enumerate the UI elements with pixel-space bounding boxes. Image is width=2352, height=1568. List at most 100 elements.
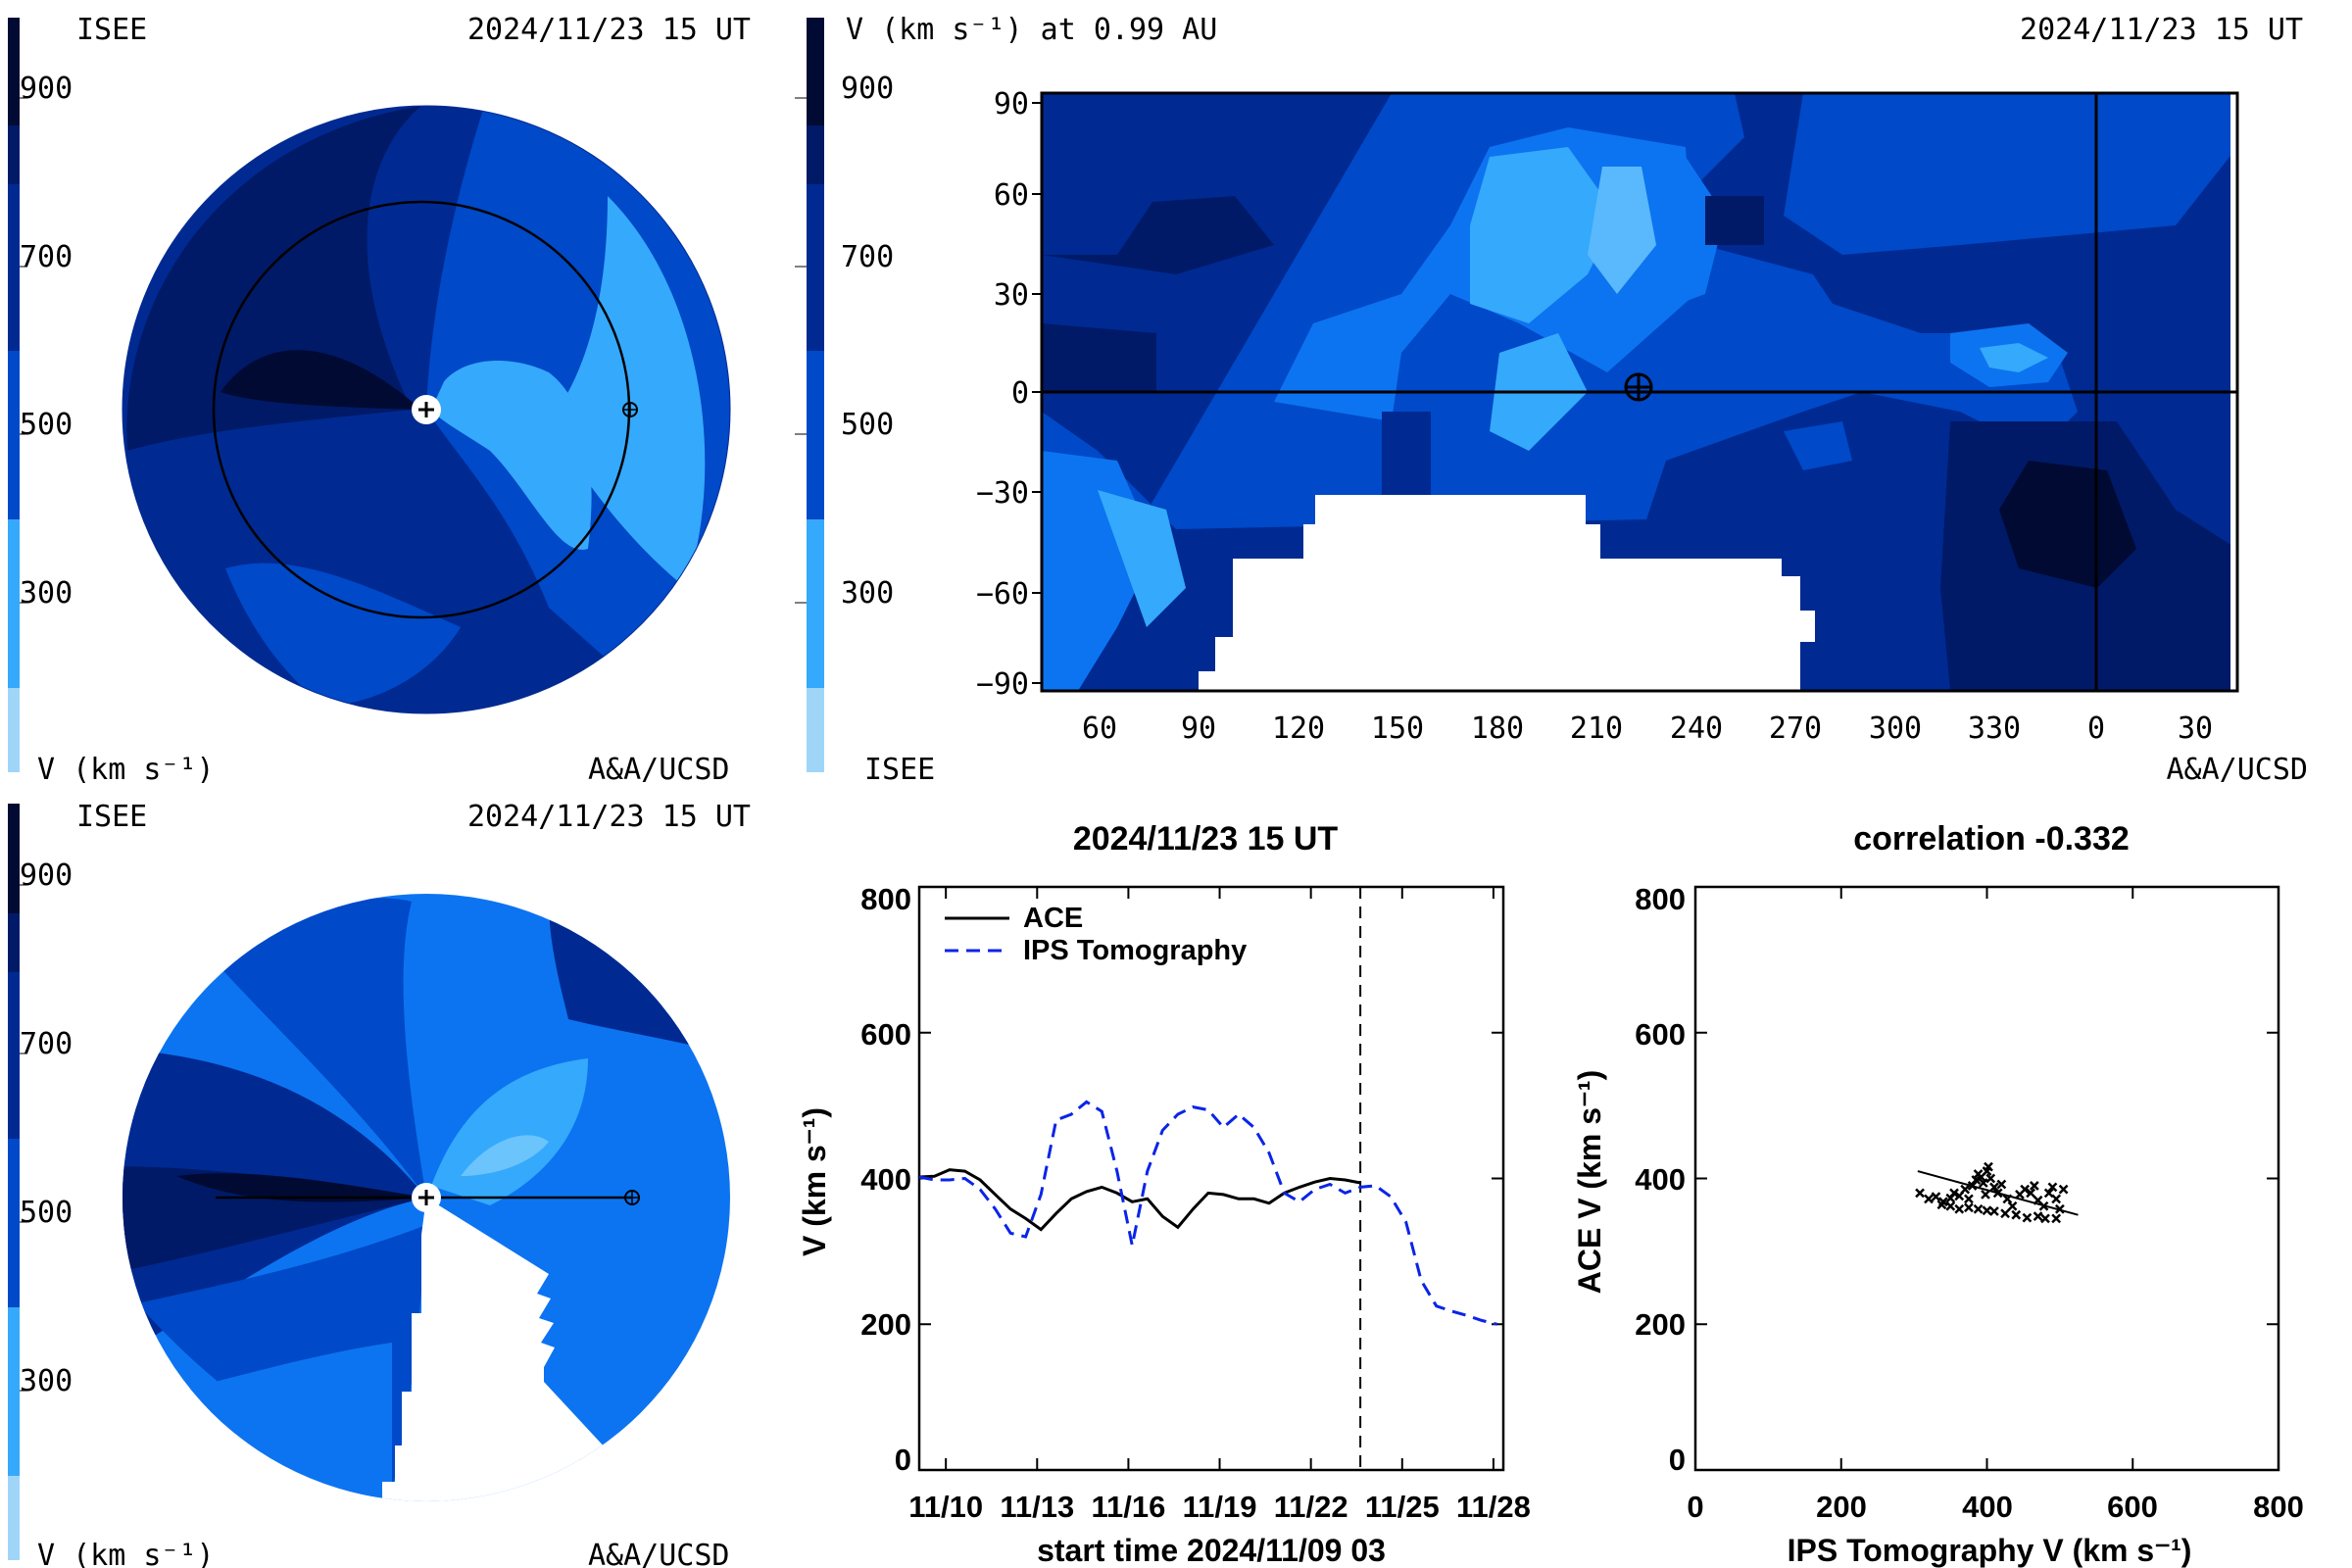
scatter-point <box>1984 1161 1993 1172</box>
scatter-x-tick: 0 <box>1687 1490 1703 1524</box>
legend-label-ips: IPS Tomography <box>1023 935 1247 966</box>
scatter-frame <box>1693 885 2280 1472</box>
map-scale-label-700: 700 <box>841 240 894 274</box>
earth-symbol-top <box>622 402 638 417</box>
scatter-point <box>1915 1188 1925 1199</box>
polar-bottom-unit-label: V (km s⁻¹) <box>37 1539 215 1568</box>
colorbar-bottom-left <box>8 804 27 1560</box>
scatter-point <box>1949 1188 1959 1199</box>
scatter-y-tick: 200 <box>1635 1307 1686 1342</box>
map-x-tick: 90 <box>1181 711 1216 746</box>
timeseries-y-label: V (km s⁻¹) <box>797 1107 832 1256</box>
map-x-axis: 60 90 120 150 180 210 240 270 300 330 0 … <box>1082 711 2213 746</box>
scatter-point <box>1981 1189 1990 1200</box>
scatter-chart: correlation -0.332 800 600 400 200 0 0 2… <box>1572 820 2304 1568</box>
scatter-point <box>1978 1178 1988 1188</box>
scatter-point <box>2033 1211 2043 1222</box>
map-y-tick: 0 <box>1011 376 1029 411</box>
timeseries-series <box>918 1100 1498 1326</box>
scatter-point <box>2040 1213 2050 1224</box>
map-title: V (km s⁻¹) at 0.99 AU <box>846 13 1217 47</box>
scatter-point <box>1931 1192 1941 1201</box>
scatter-point <box>1989 1206 1999 1216</box>
scatter-point <box>2020 1184 2031 1195</box>
scale-label-300: 300 <box>20 576 73 611</box>
map-x-tick: 300 <box>1869 711 1922 746</box>
timeseries-x-tick: 11/16 <box>1091 1490 1165 1524</box>
scatter-point <box>2011 1209 2022 1220</box>
map-y-tick: 90 <box>994 87 1029 122</box>
polar-top-panel: ISEE 2024/11/23 15 UT 900 700 500 300 V … <box>8 13 751 787</box>
timeseries-y-tick: 600 <box>860 1017 911 1052</box>
scatter-point <box>1924 1194 1934 1204</box>
timeseries-legend: ACE IPS Tomography <box>945 903 1247 966</box>
series-line-ace <box>918 1168 1361 1232</box>
map-x-tick: 210 <box>1570 711 1623 746</box>
scatter-point <box>2029 1181 2039 1191</box>
scatter-x-label: IPS Tomography V (km s⁻¹) <box>1788 1533 2192 1568</box>
scatter-y-label: ACE V (km s⁻¹) <box>1572 1070 1607 1294</box>
scatter-title: correlation -0.332 <box>1853 820 2130 858</box>
timeseries-y-tick: 200 <box>860 1307 911 1342</box>
scale-label-300: 300 <box>20 1364 73 1398</box>
polar-bottom-credit: A&A/UCSD <box>588 1539 730 1568</box>
scatter-point <box>2038 1200 2049 1211</box>
scatter-point <box>2043 1188 2054 1199</box>
scatter-y-ticks: 800 600 400 200 0 <box>1635 882 1686 1477</box>
scatter-x-tick: 600 <box>2107 1490 2158 1524</box>
scatter-point <box>1985 1173 1996 1184</box>
scatter-x-ticks: 0 200 400 600 800 <box>1687 1490 2303 1524</box>
map-y-tick: −30 <box>976 476 1029 511</box>
colorbar-map <box>795 18 824 772</box>
scatter-point <box>1967 1181 1978 1191</box>
scatter-x-tick: 200 <box>1816 1490 1867 1524</box>
scatter-point <box>1945 1200 1956 1211</box>
series-line-ips-tomography <box>918 1100 1498 1326</box>
timeseries-y-tick: 0 <box>895 1443 911 1477</box>
timeseries-x-label: start time 2024/11/09 03 <box>1037 1533 1386 1568</box>
scatter-point <box>2002 1194 2013 1204</box>
scatter-point <box>2022 1212 2033 1223</box>
scale-label-900: 900 <box>20 858 73 893</box>
scale-label-700: 700 <box>20 240 73 274</box>
polar-bottom-panel: ISEE 2024/11/23 15 UT 900 700 500 300 V … <box>8 800 751 1568</box>
map-x-tick: 150 <box>1371 711 1424 746</box>
timeseries-x-tick: 11/19 <box>1183 1490 1257 1524</box>
timeseries-x-tick: 11/25 <box>1365 1490 1440 1524</box>
scatter-point <box>1964 1194 1974 1204</box>
map-x-tick: 120 <box>1272 711 1325 746</box>
scale-label-500: 500 <box>20 1196 73 1230</box>
map-x-tick: 30 <box>2178 711 2213 746</box>
scatter-point <box>2000 1208 2010 1219</box>
scatter-point <box>1964 1202 1974 1213</box>
scatter-point <box>1989 1182 1999 1193</box>
timeseries-frame <box>917 885 1505 1472</box>
timeseries-y-tick: 800 <box>860 882 911 916</box>
scatter-point <box>2058 1184 2069 1195</box>
scatter-point <box>1992 1188 2003 1199</box>
timeseries-x-tick: 11/28 <box>1456 1490 1531 1524</box>
timeseries-x-tick: 11/13 <box>1000 1490 1074 1524</box>
timeseries-y-tick: 400 <box>860 1162 911 1197</box>
earth-symbol-bottom <box>624 1190 640 1205</box>
legend-label-ace: ACE <box>1023 903 1083 934</box>
scatter-point <box>1971 1175 1982 1185</box>
scatter-point <box>2047 1182 2058 1193</box>
scatter-point <box>1936 1200 1947 1210</box>
map-scale-label-900: 900 <box>841 72 894 106</box>
colorbar-top-left <box>8 18 27 772</box>
scatter-point <box>2054 1203 2065 1214</box>
scatter-point <box>2051 1213 2062 1224</box>
scatter-x-tick: 400 <box>1962 1490 2013 1524</box>
scatter-point <box>2007 1200 2018 1211</box>
scatter-point <box>1954 1203 1965 1214</box>
polar-top-left-label: ISEE <box>76 13 147 47</box>
map-y-tick: −90 <box>976 667 1029 702</box>
scatter-y-tick: 600 <box>1635 1017 1686 1052</box>
map-x-tick: 330 <box>1968 711 2021 746</box>
map-x-tick: 270 <box>1769 711 1822 746</box>
timeseries-axes <box>919 886 1503 1471</box>
timeseries-x-tick: 11/10 <box>908 1490 983 1524</box>
solar-wind-disk-top <box>122 106 730 713</box>
